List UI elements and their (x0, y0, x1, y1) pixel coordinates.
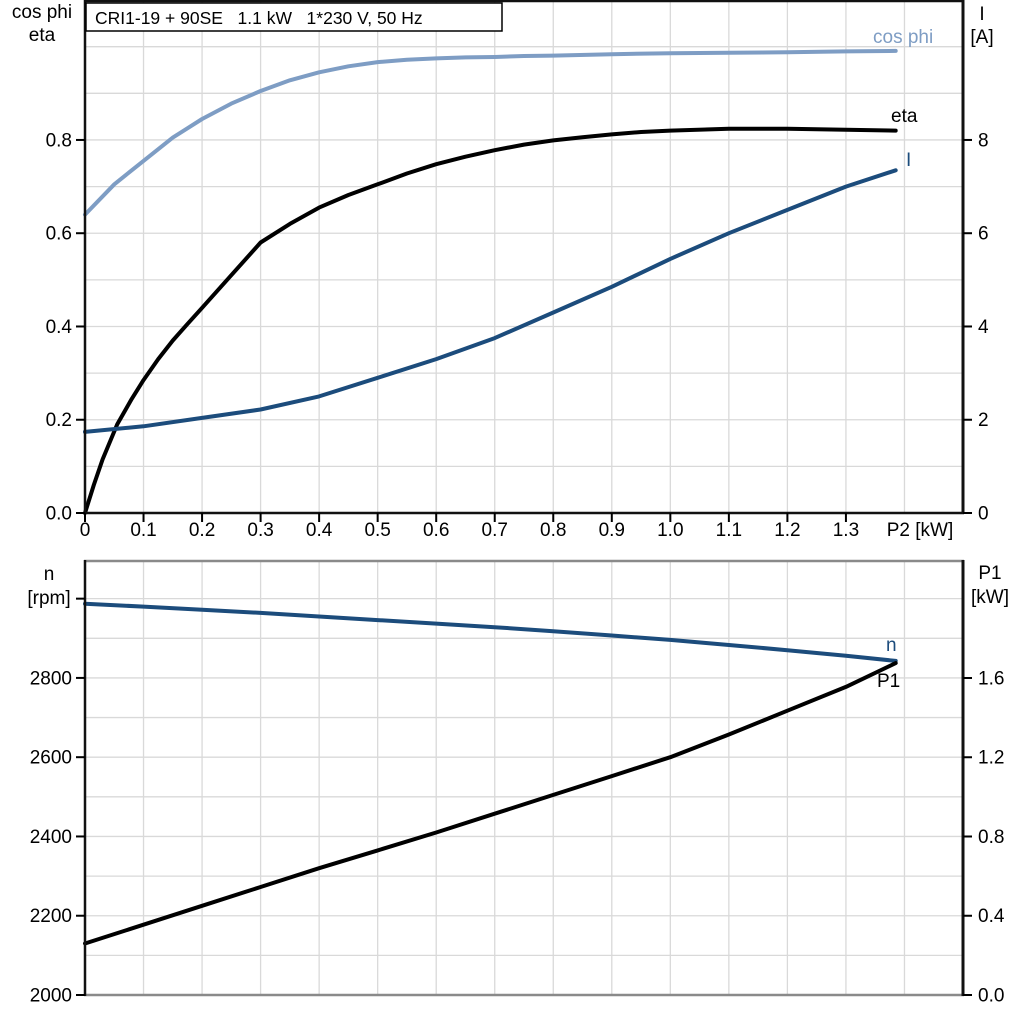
curve-label-eta: eta (891, 106, 918, 127)
left-axis-tick-label: 0.4 (46, 317, 73, 338)
left-axis-tick-label: 2200 (30, 906, 72, 927)
left-axis-tick-label: 2400 (30, 827, 72, 848)
chart-title: CRI1-19 + 90SE 1.1 kW 1*230 V, 50 Hz (95, 8, 423, 28)
left-axis-title: cos phi (12, 2, 72, 23)
x-axis-tick-label: 1.3 (833, 520, 859, 541)
x-axis-tick-label: 1.1 (716, 520, 742, 541)
left-axis-title: n (44, 564, 55, 585)
x-axis-title: P2 [kW] (887, 520, 954, 541)
curve-i (83, 168, 898, 434)
x-axis-tick-label: 1.2 (774, 520, 800, 541)
left-axis-tick-label: 0.0 (46, 504, 72, 525)
x-axis-tick-label: 0 (80, 520, 91, 541)
chart-panel-1: n P1 2000 2200 2400 2600 2800 0.0 0.4 0.8 1.2 1.6 n [… (27, 559, 1009, 1007)
x-axis-tick-label: 0.6 (423, 520, 449, 541)
right-axis-tick-label: 0 (978, 504, 989, 525)
curve-label-i: I (906, 150, 911, 171)
left-axis-tick-label: 2800 (30, 668, 72, 689)
left-axis-tick-label: 2000 (30, 986, 72, 1007)
right-axis-title: P1 (978, 563, 1001, 584)
right-axis-tick-label: 6 (978, 224, 989, 245)
curve-p1 (83, 661, 898, 946)
x-axis-tick-label: 0.4 (306, 520, 333, 541)
left-axis-title: eta (29, 25, 56, 46)
x-axis-tick-label: 0.8 (540, 520, 566, 541)
curve-label-p1: P1 (877, 671, 900, 692)
left-axis-tick-label: 2600 (30, 748, 72, 769)
x-axis-tick-label: 0.5 (364, 520, 390, 541)
right-axis-tick-label: 2 (978, 410, 989, 431)
right-axis-tick-label: 0.4 (978, 906, 1005, 927)
right-axis-tick-label: 4 (978, 317, 989, 338)
left-axis-tick-label: 0.6 (46, 224, 72, 245)
curve-n (83, 601, 898, 663)
curve-label-cos-phi: cos phi (873, 27, 933, 48)
left-axis-tick-label: 0.8 (46, 130, 72, 151)
right-axis-tick-label: 0.0 (978, 986, 1004, 1007)
curve-cos-phi (83, 48, 898, 217)
left-axis-title: [rpm] (27, 588, 70, 609)
x-axis-tick-label: 0.1 (130, 520, 156, 541)
right-axis-title: [kW] (971, 587, 1009, 608)
x-axis-tick-label: 1.0 (657, 520, 683, 541)
right-axis-tick-label: 0.8 (978, 827, 1004, 848)
right-axis-tick-label: 1.6 (978, 668, 1004, 689)
chart-title-box (85, 2, 503, 32)
left-axis-tick-label: 0.2 (46, 410, 72, 431)
curve-label-n: n (886, 635, 897, 656)
right-axis-tick-label: 1.2 (978, 748, 1004, 769)
right-axis-title: [A] (970, 27, 993, 48)
x-axis-tick-label: 0.9 (599, 520, 625, 541)
right-axis-title: I (979, 4, 984, 25)
x-axis-tick-label: 0.2 (189, 520, 215, 541)
curve-eta (83, 126, 898, 515)
right-axis-tick-label: 8 (978, 130, 989, 151)
x-axis-tick-label: 0.3 (247, 520, 273, 541)
x-axis-tick-label: 0.7 (482, 520, 508, 541)
